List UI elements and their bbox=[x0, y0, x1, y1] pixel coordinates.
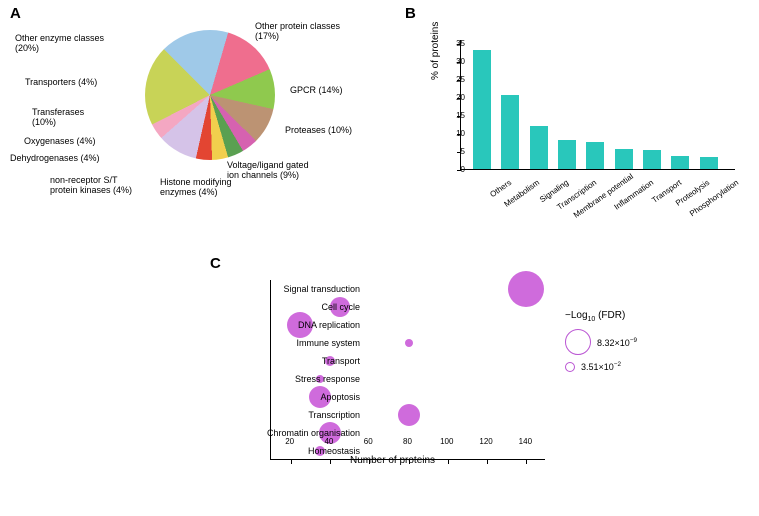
panel-c-label: C bbox=[210, 255, 221, 272]
pie-label-transporters: Transporters (4%) bbox=[25, 77, 97, 87]
bar-ytick: 35 bbox=[449, 39, 465, 48]
bubble-ycat-label: Apoptosis bbox=[320, 392, 360, 402]
pie-label-oxygenases: Oxygenases (4%) bbox=[24, 136, 96, 146]
pie-label-histone-modifying: Histone modifyingenzymes (4%) bbox=[160, 177, 232, 198]
pie-label-transferases: Transferases(10%) bbox=[32, 107, 84, 128]
bar-ytick: 5 bbox=[449, 147, 465, 156]
legend-value: 3.51×10−2 bbox=[581, 361, 621, 372]
bubble-xtick: 100 bbox=[440, 437, 453, 446]
pie-chart bbox=[145, 30, 275, 160]
bar-chart bbox=[460, 40, 735, 170]
bar-others bbox=[473, 50, 491, 169]
bubble-xtick: 80 bbox=[403, 437, 412, 446]
legend-circle bbox=[565, 329, 591, 355]
bubble-xtick-mark bbox=[330, 460, 331, 464]
bubble-ycat-label: Stress response bbox=[295, 374, 360, 384]
bubble-xtick-mark bbox=[448, 460, 449, 464]
bar-proteolysis bbox=[671, 156, 689, 169]
bar-metabolism bbox=[501, 95, 519, 169]
panel-b-label: B bbox=[405, 5, 745, 22]
pie-label-proteases: Proteases (10%) bbox=[285, 125, 352, 135]
pie-body bbox=[145, 30, 275, 160]
bubble-signal-transduction bbox=[508, 271, 544, 307]
pie-label-gpcr: GPCR (14%) bbox=[290, 85, 343, 95]
bubble-xtick: 60 bbox=[364, 437, 373, 446]
bar-ytick: 0 bbox=[449, 165, 465, 174]
bubble-x-axis-label: Number of proteins bbox=[350, 455, 435, 466]
bubble-ycat-label: Transcription bbox=[308, 410, 360, 420]
bar-transcription bbox=[558, 140, 576, 169]
bubble-xtick: 40 bbox=[324, 437, 333, 446]
bubble-legend: −Log10 (FDR) 8.32×10−9 3.51×10−2 bbox=[565, 310, 637, 372]
bar-transport bbox=[643, 150, 661, 169]
bar-xtick-label: Phosphorylation bbox=[686, 178, 740, 220]
pie-label-other-enzyme-classes: Other enzyme classes(20%) bbox=[15, 33, 104, 54]
legend-row: 3.51×10−2 bbox=[565, 361, 637, 372]
bubble-ycat-label: DNA replication bbox=[298, 320, 360, 330]
bar-ytick: 15 bbox=[449, 111, 465, 120]
bubble-xtick-mark bbox=[526, 460, 527, 464]
bubble-ycat-label: Homeostasis bbox=[308, 446, 360, 456]
bar-inflammation bbox=[615, 149, 633, 169]
bubble-xtick: 140 bbox=[519, 437, 532, 446]
legend-row: 8.32×10−9 bbox=[565, 329, 637, 355]
bubble-immune-system bbox=[405, 339, 413, 347]
bubble-ycat-label: Chromatin organisation bbox=[267, 428, 360, 438]
bar-membrane-potential bbox=[586, 142, 604, 169]
bubble-ycat-label: Immune system bbox=[296, 338, 360, 348]
pie-label-other-protein-classes: Other protein classes(17%) bbox=[255, 21, 340, 42]
bubble-xtick: 20 bbox=[285, 437, 294, 446]
bar-ytick: 20 bbox=[449, 93, 465, 102]
bar-ytick: 10 bbox=[449, 129, 465, 138]
bubble-xtick-mark bbox=[487, 460, 488, 464]
legend-value: 8.32×10−9 bbox=[597, 337, 637, 348]
bubble-ycat-label: Signal transduction bbox=[283, 284, 360, 294]
pie-label-st-kinases: non-receptor S/Tprotein kinases (4%) bbox=[50, 175, 132, 196]
bar-phosphorylation bbox=[700, 157, 718, 169]
bar-ytick: 25 bbox=[449, 75, 465, 84]
panel-a-label: A bbox=[10, 5, 410, 22]
pie-label-dehydrogenases: Dehydrogenases (4%) bbox=[10, 153, 100, 163]
bar-y-axis-label: % of proteins bbox=[430, 22, 441, 80]
bubble-xtick-mark bbox=[291, 460, 292, 464]
bubble-xtick: 120 bbox=[479, 437, 492, 446]
bubble-ycat-label: Cell cycle bbox=[321, 302, 360, 312]
legend-circle bbox=[565, 362, 575, 372]
legend-title: −Log10 (FDR) bbox=[565, 310, 637, 323]
bubble-transcription bbox=[398, 404, 420, 426]
pie-label-ion-channels: Voltage/ligand gatedion channels (9%) bbox=[227, 160, 309, 181]
bar-signaling bbox=[530, 126, 548, 169]
bubble-ycat-label: Transport bbox=[322, 356, 360, 366]
bar-ytick: 30 bbox=[449, 57, 465, 66]
